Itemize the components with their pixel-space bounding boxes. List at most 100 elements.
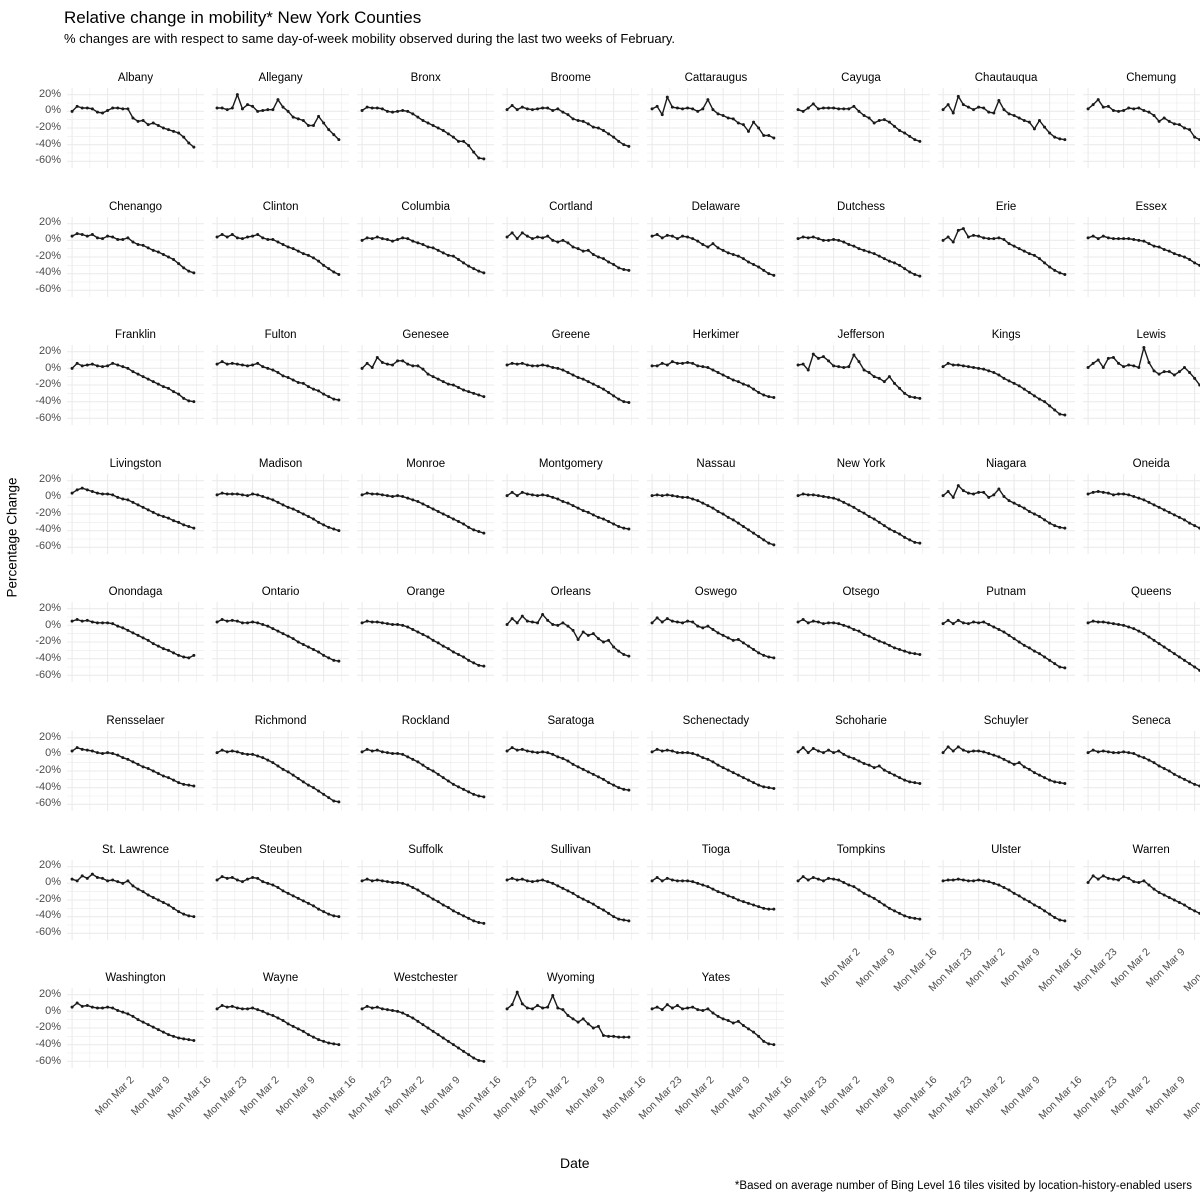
- y-tick-label: -60%: [35, 668, 61, 681]
- data-point: [296, 1027, 300, 1031]
- data-point: [230, 875, 234, 879]
- data-point: [727, 116, 731, 120]
- data-point: [686, 361, 690, 365]
- data-point: [457, 653, 461, 657]
- data-point: [452, 383, 456, 387]
- data-point: [991, 753, 995, 757]
- data-point: [225, 235, 229, 239]
- facet-plot-area: [67, 731, 204, 811]
- data-point: [946, 103, 950, 107]
- data-point: [256, 232, 260, 236]
- data-point: [656, 104, 660, 108]
- data-point: [256, 362, 260, 366]
- data-point: [607, 1035, 611, 1039]
- data-point: [1012, 114, 1016, 117]
- data-point: [431, 897, 435, 901]
- data-point: [1167, 249, 1171, 253]
- data-point: [307, 645, 311, 649]
- data-point: [220, 748, 224, 752]
- data-point: [472, 918, 476, 922]
- data-point: [1022, 765, 1026, 769]
- data-point: [991, 493, 995, 497]
- data-point: [406, 109, 410, 113]
- data-point: [747, 645, 751, 649]
- data-point: [1101, 105, 1105, 109]
- facet-strip-label: Schoharie: [835, 715, 887, 727]
- data-point: [1007, 241, 1011, 245]
- data-point: [447, 779, 451, 783]
- data-point: [1116, 362, 1120, 366]
- data-point: [981, 620, 985, 624]
- data-point: [327, 656, 331, 660]
- data-point: [846, 107, 850, 111]
- data-point: [1162, 508, 1166, 512]
- facet-panel: Oneida: [1082, 458, 1200, 554]
- data-point: [811, 747, 815, 750]
- data-point: [627, 144, 631, 148]
- data-point: [187, 141, 191, 145]
- data-point: [801, 492, 805, 496]
- facet-panel: Wyoming: [502, 972, 640, 1069]
- data-point: [986, 236, 990, 240]
- data-point: [722, 512, 726, 516]
- data-point: [1096, 358, 1100, 362]
- data-point: [462, 388, 466, 392]
- data-point: [106, 1005, 110, 1009]
- data-point: [722, 248, 726, 252]
- data-point: [271, 761, 275, 765]
- data-point: [370, 106, 374, 110]
- data-point: [681, 878, 685, 882]
- data-point: [70, 109, 74, 113]
- data-point: [607, 519, 611, 523]
- data-point: [806, 235, 810, 239]
- data-point: [337, 272, 341, 276]
- data-point: [106, 492, 110, 496]
- data-point: [381, 236, 385, 240]
- data-point: [971, 233, 975, 237]
- data-point: [851, 244, 855, 248]
- facet-plot-area: [937, 731, 1075, 811]
- data-point: [401, 235, 405, 239]
- data-point: [441, 380, 445, 384]
- data-point: [1136, 496, 1140, 500]
- data-point: [966, 235, 970, 239]
- data-point: [1182, 126, 1186, 130]
- data-point: [752, 903, 756, 907]
- data-point: [711, 506, 715, 510]
- data-point: [1187, 257, 1191, 261]
- data-point: [406, 755, 410, 759]
- facet-plot-area: [357, 602, 495, 683]
- facet-panel: Rockland: [357, 715, 495, 811]
- data-point: [312, 124, 316, 127]
- data-point: [747, 1027, 751, 1031]
- data-point: [650, 621, 654, 625]
- data-point: [192, 654, 196, 658]
- data-point: [172, 390, 176, 394]
- data-point: [156, 898, 160, 902]
- data-point: [90, 362, 94, 366]
- data-point: [976, 234, 980, 238]
- data-point: [971, 366, 975, 370]
- data-point: [386, 109, 390, 113]
- data-point: [691, 362, 695, 366]
- data-point: [1136, 880, 1140, 884]
- data-point: [872, 121, 876, 125]
- data-point: [727, 376, 731, 380]
- data-point: [737, 1020, 741, 1024]
- data-point: [706, 366, 710, 370]
- data-point: [867, 371, 871, 375]
- facet-plot-area: [647, 216, 785, 297]
- facet-plot-area: [937, 473, 1075, 554]
- data-point: [141, 505, 145, 509]
- data-point: [737, 638, 741, 642]
- data-point: [592, 252, 596, 256]
- facet-panel: Oswego: [647, 586, 785, 683]
- data-point: [457, 139, 461, 143]
- data-point: [971, 749, 975, 753]
- data-point: [462, 139, 466, 143]
- data-point: [421, 367, 425, 371]
- facet-panel: Chemung: [1082, 72, 1200, 168]
- data-point: [1032, 394, 1036, 398]
- data-point: [836, 107, 840, 111]
- data-point: [1126, 363, 1130, 367]
